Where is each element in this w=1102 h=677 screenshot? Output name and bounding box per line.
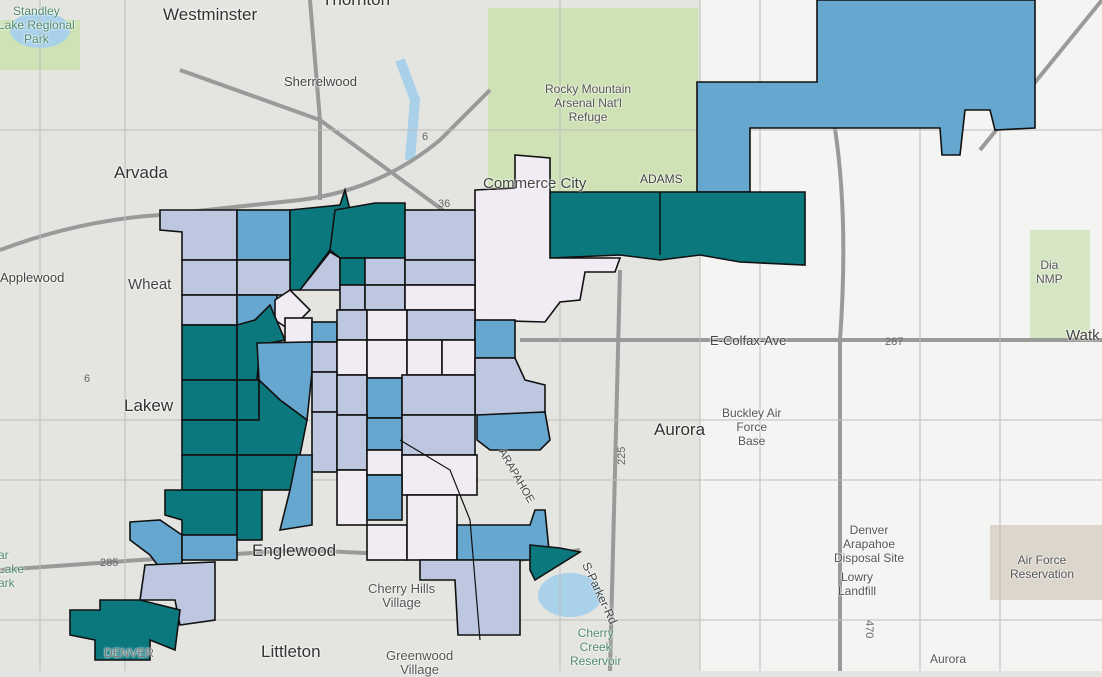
label-cherry-creek-reservoir: Cherry Creek Reservoir: [570, 626, 622, 668]
tract[interactable]: [236, 209, 291, 261]
tract[interactable]: [366, 309, 408, 341]
tract[interactable]: [476, 411, 551, 451]
label-sherrelwood: Sherrelwood: [284, 74, 357, 89]
route-shields: 36 6 6 287 225 285 470: [84, 131, 903, 638]
label-denver: DENVER: [104, 646, 155, 660]
tract[interactable]: [181, 379, 238, 421]
tract-northeast-dia[interactable]: [696, 0, 1036, 193]
label-westminster: Westminster: [163, 5, 258, 24]
tract[interactable]: [339, 257, 366, 286]
tract[interactable]: [401, 414, 476, 456]
route-36-label: 36: [438, 198, 450, 210]
tract-layer: [69, 0, 1036, 661]
tract[interactable]: [404, 259, 476, 286]
label-greenwood-village: Greenwood Village: [386, 648, 454, 677]
label-lakewood: Lakew: [124, 396, 174, 415]
label-thornton: Thornton: [322, 0, 390, 10]
tract[interactable]: [181, 534, 238, 561]
tract[interactable]: [441, 339, 476, 376]
tract[interactable]: [366, 449, 403, 476]
tract[interactable]: [311, 411, 338, 473]
label-standley-lake: Standley Lake Regional Park: [0, 4, 75, 46]
route-6-label-west: 6: [84, 373, 90, 385]
tract[interactable]: [404, 209, 476, 261]
tract[interactable]: [406, 339, 443, 376]
tract[interactable]: [336, 339, 368, 376]
tract[interactable]: [474, 319, 516, 359]
label-bear-creek-lake-park: ar Lake ark: [0, 548, 25, 590]
tract[interactable]: [284, 317, 313, 344]
tract[interactable]: [364, 257, 406, 286]
label-dia-nmp: Dia NMP: [1036, 258, 1063, 286]
tract[interactable]: [311, 371, 338, 413]
cherry-creek-reservoir: [538, 573, 602, 617]
tract[interactable]: [339, 284, 366, 311]
label-littleton: Littleton: [261, 642, 321, 661]
tract[interactable]: [419, 559, 521, 636]
label-aurora: Aurora: [654, 420, 706, 439]
label-commerce-city: Commerce City: [483, 175, 587, 192]
label-lowry-landfill: Lowry Landfill: [838, 570, 877, 598]
label-adams: ADAMS: [640, 172, 683, 186]
tract[interactable]: [401, 454, 478, 496]
label-air-force-reservation: Air Force Reservation: [1010, 553, 1075, 581]
tract-stapleton[interactable]: [474, 154, 622, 323]
tract[interactable]: [236, 489, 263, 541]
tract[interactable]: [181, 419, 238, 456]
tract[interactable]: [366, 339, 408, 379]
tract[interactable]: [336, 374, 368, 416]
route-6-label: 6: [422, 131, 428, 143]
tract[interactable]: [364, 284, 406, 311]
tract[interactable]: [336, 469, 368, 526]
tract[interactable]: [311, 321, 338, 343]
label-applewood: Applewood: [0, 270, 65, 285]
tract[interactable]: [236, 379, 260, 421]
label-aurora-south: Aurora: [930, 652, 967, 666]
label-arsenal: Rocky Mountain Arsenal Nat'l Refuge: [545, 82, 632, 124]
label-arvada: Arvada: [114, 163, 168, 182]
route-225-label: 225: [616, 447, 628, 465]
tract[interactable]: [406, 309, 476, 341]
tract[interactable]: [236, 259, 291, 296]
tract[interactable]: [401, 374, 476, 416]
tract[interactable]: [366, 377, 403, 419]
tract[interactable]: [366, 524, 408, 561]
tract[interactable]: [181, 324, 238, 381]
tract[interactable]: [529, 544, 583, 582]
label-buckley-afb: Buckley Air Force Base: [722, 406, 782, 448]
label-englewood: Englewood: [252, 541, 337, 560]
tract[interactable]: [329, 202, 406, 259]
tract[interactable]: [336, 309, 368, 341]
tract-montbello[interactable]: [549, 191, 806, 266]
route-470-label: 470: [863, 620, 875, 638]
label-disposal-site: Denver Arapahoe Disposal Site: [834, 523, 905, 565]
tract[interactable]: [278, 454, 313, 531]
label-wheat-ridge: Wheat: [128, 276, 172, 293]
tract[interactable]: [336, 414, 368, 471]
tract[interactable]: [181, 294, 238, 326]
tract[interactable]: [69, 599, 181, 661]
label-watkins: Watk: [1066, 327, 1100, 344]
tract[interactable]: [181, 454, 238, 491]
route-285-label: 285: [100, 557, 118, 569]
route-287-label: 287: [885, 336, 903, 348]
tract[interactable]: [181, 259, 238, 296]
label-colfax-ave: E-Colfax-Ave: [710, 333, 787, 348]
label-cherry-hills-village: Cherry Hills Village: [368, 581, 436, 610]
tract[interactable]: [404, 284, 476, 311]
tract[interactable]: [236, 454, 298, 491]
tract[interactable]: [366, 417, 403, 451]
tract[interactable]: [366, 474, 403, 521]
tract[interactable]: [406, 494, 458, 561]
tract[interactable]: [311, 341, 338, 373]
